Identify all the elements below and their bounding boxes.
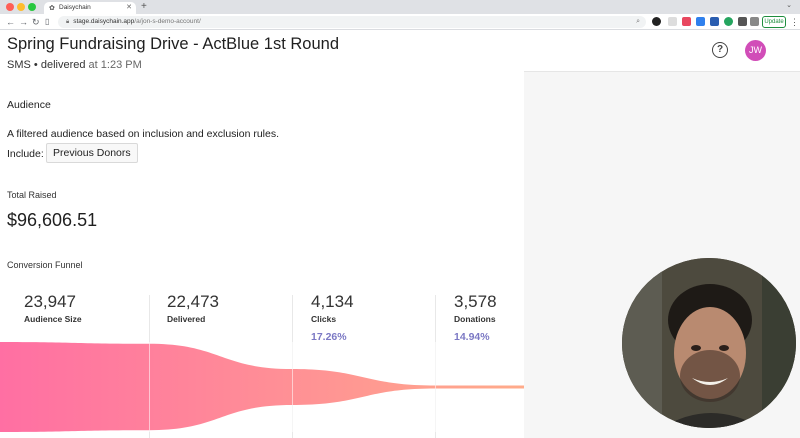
funnel-label: Audience Size (24, 314, 82, 324)
lock-icon: 🔒︎ (66, 19, 70, 25)
extension-calendar-icon[interactable] (696, 17, 705, 26)
webcam-overlay (622, 258, 796, 428)
help-icon[interactable]: ? (712, 42, 728, 58)
extensions-puzzle-icon[interactable] (738, 17, 747, 26)
forward-arrow-icon[interactable]: → (19, 17, 28, 27)
back-arrow-icon[interactable]: ← (6, 17, 15, 27)
funnel-stage-clicks: 4,134 Clicks 17.26% (311, 292, 354, 343)
tab-search-chevron-icon[interactable]: ⌄ (786, 2, 792, 9)
new-tab-icon[interactable]: + (141, 1, 147, 12)
url-path: /a/jon-s-demo-account/ (134, 18, 201, 25)
extension-shield-icon[interactable] (652, 17, 661, 26)
funnel-label: Donations (454, 314, 496, 324)
total-raised-heading: Total Raised (7, 190, 57, 200)
message-detail-panel: Spring Fundraising Drive - ActBlue 1st R… (0, 30, 524, 438)
browser-menu-icon[interactable]: ⋮ (790, 17, 799, 27)
window-minimize-button[interactable] (17, 3, 25, 11)
extension-pin-icon[interactable] (668, 17, 677, 26)
right-header: ? JW (524, 30, 800, 72)
funnel-stage-delivered: 22,473 Delivered (167, 292, 219, 324)
include-chip-previous-donors[interactable]: Previous Donors (46, 143, 138, 163)
funnel-stage-donations: 3,578 Donations 14.94% (454, 292, 497, 343)
time-prefix: at (88, 59, 98, 71)
extension-pocket-icon[interactable] (682, 17, 691, 26)
funnel-number: 23,947 (24, 292, 76, 311)
user-avatar[interactable]: JW (745, 40, 766, 61)
window-maximize-button[interactable] (28, 3, 36, 11)
status-label: delivered (40, 59, 86, 71)
device-icon[interactable]: ▯ (45, 17, 50, 26)
extension-phone-icon[interactable] (710, 17, 719, 26)
message-meta: SMS • delivered at 1:23 PM (7, 59, 142, 71)
app-content: Spring Fundraising Drive - ActBlue 1st R… (0, 30, 800, 438)
address-bar[interactable]: 🔒︎ stage.daisychain.app/a/jon-s-demo-acco… (58, 16, 646, 28)
funnel-chart (0, 342, 524, 432)
funnel-number: 3,578 (454, 292, 497, 311)
funnel-shape (0, 342, 524, 432)
funnel-number: 22,473 (167, 292, 219, 311)
window-close-button[interactable] (6, 3, 14, 11)
extension-chat-icon[interactable] (724, 17, 733, 26)
audience-description: A filtered audience based on inclusion a… (7, 128, 280, 140)
include-label: Include: (7, 148, 44, 160)
funnel-stage-audience: 23,947 Audience Size (24, 292, 82, 324)
browser-toolbar: ← → ↻ ▯ 🔒︎ stage.daisychain.app/a/jon-s-d… (0, 14, 800, 30)
daisychain-favicon-icon: ✿ (49, 5, 55, 12)
reload-icon[interactable]: ↻ (32, 17, 40, 27)
media-icon[interactable] (750, 17, 759, 26)
tab-close-icon[interactable]: ✕ (126, 4, 132, 11)
funnel-percent: 17.26% (311, 331, 347, 343)
funnel-label: Delivered (167, 314, 206, 324)
meta-separator: • (33, 59, 38, 71)
total-raised-value: $96,606.51 (7, 210, 98, 230)
browser-tab[interactable]: ✿ Daisychain ✕ (44, 2, 136, 14)
browser-tab-bar: ✿ Daisychain ✕ + ⌄ (0, 0, 800, 14)
audience-heading: Audience (7, 99, 51, 111)
funnel-percent: 14.94% (454, 331, 490, 343)
update-button[interactable]: Update (762, 16, 786, 28)
channel-label: SMS (7, 59, 31, 71)
zoom-search-icon[interactable]: ⌕ (636, 18, 640, 25)
funnel-number: 4,134 (311, 292, 354, 311)
conversion-funnel-heading: Conversion Funnel (7, 260, 83, 270)
funnel-label: Clicks (311, 314, 337, 324)
sent-time: 1:23 PM (100, 59, 142, 71)
presenter-video-icon (622, 258, 796, 428)
page-title: Spring Fundraising Drive - ActBlue 1st R… (7, 35, 339, 53)
url-host: stage.daisychain.app (73, 18, 135, 25)
browser-tab-title: Daisychain (59, 4, 91, 11)
